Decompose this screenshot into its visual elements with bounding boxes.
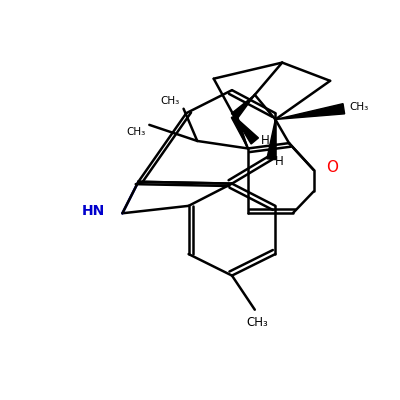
Text: H: H	[261, 134, 270, 148]
Text: CH₃: CH₃	[246, 316, 268, 329]
Text: CH₃: CH₃	[350, 102, 369, 112]
Text: H: H	[275, 155, 284, 168]
Polygon shape	[234, 116, 258, 144]
Polygon shape	[267, 120, 276, 160]
Polygon shape	[231, 115, 248, 148]
Text: CH₃: CH₃	[126, 127, 145, 137]
Polygon shape	[231, 95, 255, 119]
Text: HN: HN	[81, 204, 104, 218]
Text: O: O	[326, 160, 338, 176]
Text: CH₃: CH₃	[160, 96, 180, 106]
Polygon shape	[275, 104, 345, 120]
